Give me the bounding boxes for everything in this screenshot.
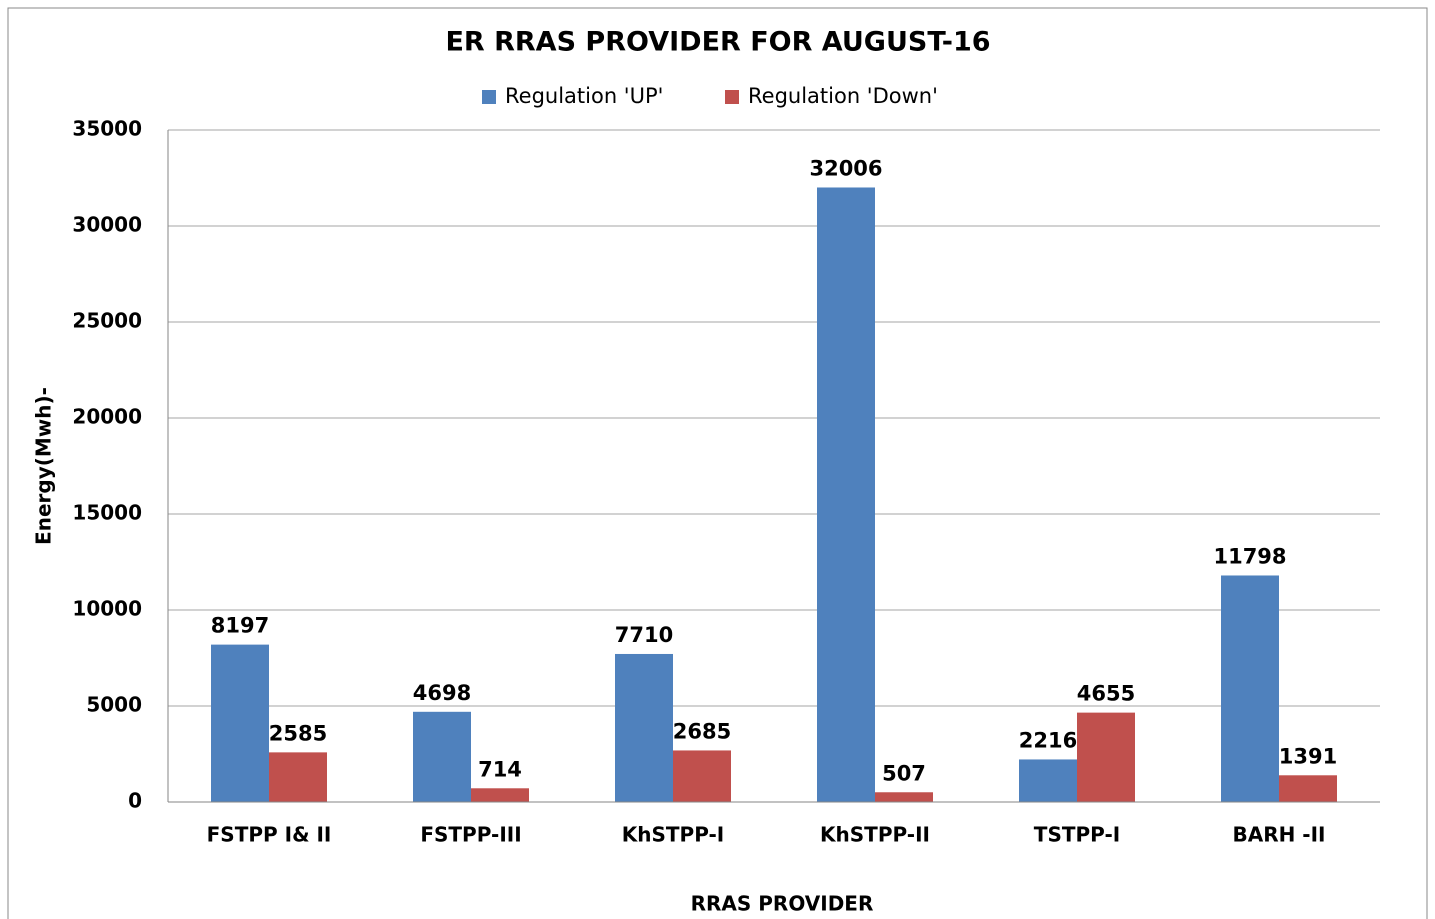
y-tick-label: 15000 <box>72 501 142 525</box>
bar <box>1077 712 1135 802</box>
x-tick-label: KhSTPP-II <box>820 823 930 847</box>
x-tick-label: FSTPP-III <box>420 823 521 847</box>
y-tick-label: 10000 <box>72 597 142 621</box>
bar <box>1279 775 1337 802</box>
value-label: 11798 <box>1213 544 1286 568</box>
y-tick-label: 20000 <box>72 405 142 429</box>
x-tick-label: BARH -II <box>1232 823 1325 847</box>
value-label: 2216 <box>1019 728 1077 752</box>
bar <box>615 653 673 802</box>
value-label: 714 <box>478 757 522 781</box>
bar <box>1019 759 1077 802</box>
x-tick-label: FSTPP I& II <box>207 823 332 847</box>
x-tick-label: TSTPP-I <box>1034 823 1120 847</box>
legend-swatch <box>725 90 739 104</box>
bar <box>471 788 529 802</box>
bar <box>413 711 471 802</box>
bar <box>673 750 731 802</box>
y-tick-label: 0 <box>128 789 142 813</box>
value-label: 7710 <box>615 623 673 647</box>
x-tick-label: KhSTPP-I <box>622 823 725 847</box>
value-label: 507 <box>882 761 926 785</box>
bar <box>269 752 327 802</box>
y-axis-label: Energy(Mwh)- <box>32 387 56 545</box>
y-tick-label: 5000 <box>86 693 142 717</box>
legend-swatch <box>482 90 496 104</box>
bar <box>211 644 269 802</box>
value-label: 2585 <box>269 721 327 745</box>
bar <box>817 187 875 802</box>
legend-label: Regulation 'UP' <box>505 84 663 108</box>
bar <box>1221 575 1279 802</box>
value-label: 1391 <box>1279 744 1337 768</box>
value-label: 4698 <box>413 681 471 705</box>
y-tick-label: 35000 <box>72 117 142 141</box>
chart-title: ER RRAS PROVIDER FOR AUGUST-16 <box>445 27 990 58</box>
legend-label: Regulation 'Down' <box>748 84 938 108</box>
value-label: 2685 <box>673 719 731 743</box>
x-axis-label: RRAS PROVIDER <box>691 892 874 916</box>
bar <box>875 792 933 802</box>
y-tick-label: 30000 <box>72 213 142 237</box>
value-label: 8197 <box>211 614 269 638</box>
y-tick-label: 25000 <box>72 309 142 333</box>
value-label: 32006 <box>809 156 882 180</box>
value-label: 4655 <box>1077 682 1135 706</box>
